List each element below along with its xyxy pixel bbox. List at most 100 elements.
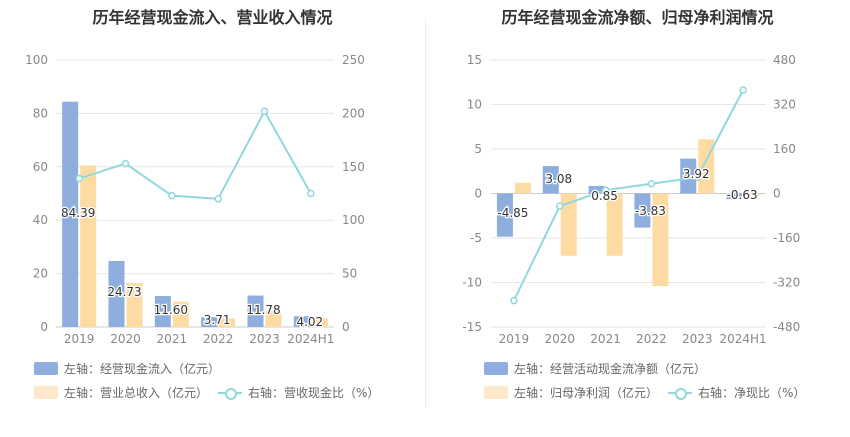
bar-primary — [247, 295, 264, 327]
data-label: 0.85 — [591, 189, 618, 203]
bar-secondary — [126, 282, 143, 327]
right-axis-tick-label: 200 — [342, 106, 365, 120]
bar-secondary — [514, 182, 531, 194]
line-point — [739, 86, 747, 94]
category-tick-label: 2022 — [203, 332, 234, 346]
legend-item-line[interactable]: 右轴：营收现金比（%） — [218, 384, 379, 401]
category-tick-label: 2020 — [110, 332, 141, 346]
legend-item-bar-primary[interactable]: 左轴：经营现金流入（亿元） — [34, 360, 220, 377]
left-axis-tick-label: 40 — [33, 213, 48, 227]
category-tick-label: 2020 — [544, 332, 575, 346]
data-label: -4.85 — [497, 206, 528, 220]
legend-swatch — [218, 386, 242, 400]
legend-swatch — [34, 386, 58, 399]
bar-primary — [201, 317, 218, 327]
right-axis-tick-label: -480 — [773, 320, 800, 334]
right-axis-tick-label: 320 — [773, 98, 796, 112]
bar-secondary — [560, 193, 577, 256]
bar-secondary — [80, 165, 97, 327]
right-axis-tick-label: -320 — [773, 276, 800, 290]
bar-primary — [542, 166, 559, 194]
line-point — [601, 186, 610, 194]
right-axis-tick-label: 50 — [342, 267, 357, 281]
data-label: 84.39 — [61, 206, 95, 220]
right-axis-tick-label: 150 — [342, 160, 365, 174]
right-axis-tick-label: 100 — [342, 213, 365, 227]
legend-item-line[interactable]: 右轴：净现比（%） — [668, 384, 805, 401]
legend-item-bar-secondary[interactable]: 左轴：营业总收入（亿元） — [34, 384, 208, 401]
category-tick-label: 2021 — [590, 332, 621, 346]
line-point — [556, 202, 564, 210]
bar-primary — [634, 193, 651, 228]
legend-label: 左轴：经营活动现金流净额（亿元） — [514, 362, 707, 376]
bar-secondary — [265, 310, 282, 327]
legend-swatch — [484, 362, 508, 375]
chart-title: 历年经营现金流入、营业收入情况 — [92, 8, 333, 27]
category-tick-label: 2023 — [682, 332, 713, 346]
series-line — [78, 109, 312, 200]
line-point — [168, 191, 176, 200]
data-label: 3.71 — [204, 313, 231, 327]
data-label: 11.60 — [154, 303, 188, 317]
chart-panel-cashflow-revenue: 历年经营现金流入、营业收入情况 0 20 40 60 80 100 0 50 100 150 200… — [25, 8, 379, 401]
legend-swatch — [484, 386, 508, 399]
right-axis-tick-label: 480 — [773, 53, 796, 67]
left-axis-tick-label: 80 — [33, 106, 48, 120]
bar-secondary — [606, 193, 623, 256]
line-point — [75, 174, 83, 183]
bar-primary — [680, 158, 697, 194]
left-axis-tick-label: 20 — [33, 267, 48, 281]
bar-secondary — [172, 301, 189, 327]
bar-secondary — [744, 193, 761, 196]
bar-primary — [726, 193, 743, 200]
category-tick-label: 2024H1 — [287, 332, 334, 346]
left-axis-tick-label: -5 — [470, 231, 482, 245]
category-tick-label: 2021 — [157, 332, 188, 346]
left-axis-tick-label: -15 — [462, 320, 482, 334]
legend-item-bar-primary[interactable]: 左轴：经营活动现金流净额（亿元） — [484, 360, 706, 377]
bar-secondary — [219, 318, 236, 327]
line-point — [260, 107, 269, 116]
left-axis-tick-label: 15 — [467, 53, 482, 67]
line-point — [214, 195, 222, 203]
legend-label: 右轴：净现比（%） — [698, 386, 806, 400]
data-label: -3.83 — [635, 204, 666, 218]
chart-svg: -15 -10 -5 0 5 10 15 -480 -320 -160 0 160 320 480 2019… — [462, 53, 800, 346]
category-tick-label: 2019 — [64, 332, 95, 346]
legend-swatch — [668, 386, 692, 400]
bar-primary — [496, 193, 513, 237]
category-tick-label: 2023 — [249, 332, 280, 346]
line-point — [693, 173, 701, 182]
bar-primary — [588, 185, 605, 194]
bar-secondary — [652, 193, 669, 287]
category-tick-label: 2024H1 — [719, 332, 766, 346]
bar-secondary — [311, 318, 328, 327]
data-label: 4.02 — [296, 315, 323, 329]
right-axis-tick-label: -160 — [773, 231, 800, 245]
legend-label: 左轴：经营现金流入（亿元） — [64, 362, 221, 376]
bar-primary — [154, 296, 171, 327]
left-axis-tick-label: 5 — [474, 142, 482, 156]
line-point — [647, 180, 656, 188]
left-axis-tick-label: -10 — [462, 276, 482, 290]
legend-item-bar-secondary[interactable]: 左轴：归母净利润（亿元） — [484, 384, 658, 401]
left-axis-tick-label: 10 — [467, 98, 482, 112]
right-axis-tick-label: 250 — [342, 53, 365, 67]
right-axis-tick-label: 160 — [773, 142, 796, 156]
line-point — [510, 296, 518, 305]
data-label: 11.78 — [246, 303, 280, 317]
data-label: -0.63 — [727, 188, 758, 202]
bar-primary — [293, 316, 310, 327]
left-axis-tick-label: 0 — [474, 187, 482, 201]
legend-label: 右轴：营收现金比（%） — [248, 386, 380, 400]
series-line — [513, 89, 744, 302]
bar-primary — [62, 101, 79, 327]
category-tick-label: 2022 — [636, 332, 667, 346]
bar-primary — [108, 260, 125, 327]
legend-label: 左轴：归母净利润（亿元） — [514, 386, 659, 400]
data-label: 3.92 — [683, 167, 710, 181]
left-axis-tick-label: 100 — [25, 53, 48, 67]
legend-swatch — [34, 362, 58, 375]
panel-divider — [425, 18, 426, 408]
